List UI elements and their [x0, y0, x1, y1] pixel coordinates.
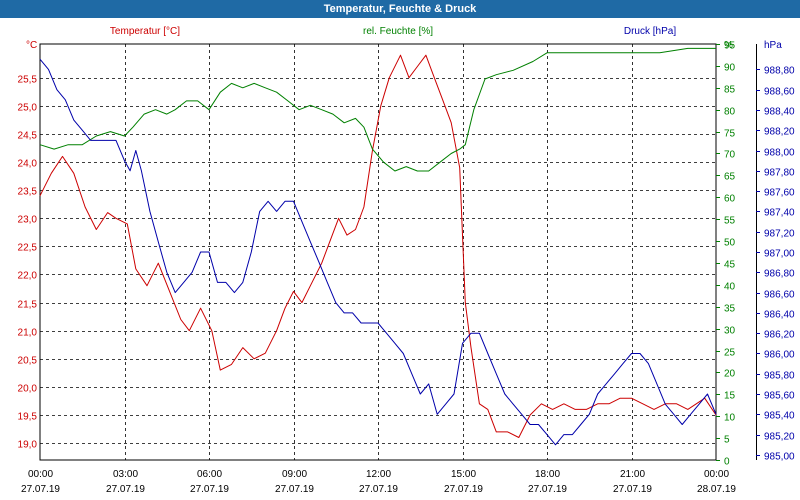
pressure-tick-label: 985,20	[764, 432, 795, 443]
pressure-tick-label: 988,40	[764, 107, 795, 118]
pressure-tick-label: 986,20	[764, 330, 795, 341]
hum-tick-label: 15	[724, 391, 736, 402]
x-tick-date: 27.07.19	[444, 484, 483, 495]
pressure-unit: hPa	[764, 40, 782, 51]
x-tick-date: 27.07.19	[106, 484, 145, 495]
hum-tick-label: 90	[724, 63, 736, 74]
hum-axis-title: rel. Feuchte [%]	[363, 26, 433, 37]
temp-tick-label: 19,5	[18, 412, 38, 423]
hum-tick-label: 65	[724, 172, 736, 183]
hum-tick-label: 85	[724, 85, 736, 96]
window-title: Temperatur, Feuchte & Druck	[0, 0, 800, 18]
pressure-tick-label: 987,60	[764, 188, 795, 199]
pressure-tick-label: 986,60	[764, 290, 795, 301]
x-tick-date: 28.07.19	[697, 484, 736, 495]
x-tick-date: 27.07.19	[359, 484, 398, 495]
pressure-axis-title: Druck [hPa]	[624, 26, 676, 37]
x-tick-date: 27.07.19	[190, 484, 229, 495]
x-tick-date: 27.07.19	[528, 484, 567, 495]
series-line-pressure	[39, 58, 717, 446]
pressure-tick-label: 986,00	[764, 350, 795, 361]
hum-tick-label: 45	[724, 260, 736, 271]
pressure-tick-label: 987,40	[764, 208, 795, 219]
x-tick-date: 27.07.19	[275, 484, 314, 495]
hum-tick-label: 25	[724, 348, 736, 359]
hum-tick-label: 50	[724, 238, 736, 249]
series-line-humidity	[39, 47, 716, 172]
pressure-tick-label: 988,60	[764, 87, 795, 98]
hum-tick-label: 0	[724, 457, 730, 468]
hum-tick-label: 30	[724, 326, 736, 337]
pressure-tick-label: 988,80	[764, 66, 795, 77]
pressure-tick-label: 988,20	[764, 127, 795, 138]
x-tick-time: 21:00	[620, 469, 645, 480]
x-tick-time: 00:00	[28, 469, 53, 480]
pressure-tick-label: 988,00	[764, 148, 795, 159]
temp-tick-label: 23,5	[18, 187, 38, 198]
hum-tick-label: 60	[724, 194, 736, 205]
hum-tick-label: 55	[724, 216, 736, 227]
temp-tick-label: 22,0	[18, 271, 38, 282]
hum-tick-label: 20	[724, 369, 736, 380]
temp-tick-label: 23,0	[18, 215, 38, 226]
pressure-tick-label: 987,80	[764, 168, 795, 179]
pressure-tick-label: 985,80	[764, 371, 795, 382]
hum-tick-label: 95	[724, 41, 736, 52]
hum-tick-label: 75	[724, 129, 736, 140]
temp-axis-title: Temperatur [°C]	[110, 26, 180, 37]
x-tick-time: 12:00	[366, 469, 391, 480]
hum-tick-label: 35	[724, 304, 736, 315]
temp-tick-label: 21,0	[18, 328, 38, 339]
pressure-tick-label: 987,00	[764, 249, 795, 260]
temp-tick-label: 19,0	[18, 440, 38, 451]
temp-unit: °C	[26, 40, 37, 51]
x-tick-time: 09:00	[282, 469, 307, 480]
x-tick-time: 03:00	[113, 469, 138, 480]
hum-tick-label: 40	[724, 282, 736, 293]
pressure-tick-label: 985,60	[764, 391, 795, 402]
x-tick-time: 00:00	[704, 469, 729, 480]
pressure-tick-label: 986,40	[764, 310, 795, 321]
pressure-tick-label: 985,40	[764, 411, 795, 422]
x-tick-date: 27.07.19	[613, 484, 652, 495]
temp-tick-label: 20,0	[18, 384, 38, 395]
temp-tick-label: 25,5	[18, 75, 38, 86]
x-tick-date: 27.07.19	[21, 484, 60, 495]
temp-tick-label: 20,5	[18, 356, 38, 367]
plot-frame	[39, 43, 717, 461]
pressure-tick-label: 986,80	[764, 269, 795, 280]
temp-tick-label: 24,5	[18, 131, 38, 142]
temp-tick-label: 25,0	[18, 103, 38, 114]
x-tick-time: 18:00	[535, 469, 560, 480]
hum-tick-label: 5	[724, 435, 730, 446]
hum-tick-label: 10	[724, 413, 736, 424]
x-tick-time: 15:00	[451, 469, 476, 480]
temp-tick-label: 22,5	[18, 243, 38, 254]
temp-tick-label: 21,5	[18, 300, 38, 311]
hum-tick-label: 70	[724, 150, 736, 161]
hum-unit: %	[724, 40, 733, 51]
hum-tick-label: 80	[724, 107, 736, 118]
temp-tick-label: 24,0	[18, 159, 38, 170]
pressure-tick-label: 987,20	[764, 229, 795, 240]
pressure-tick-label: 985,00	[764, 452, 795, 463]
series-line-temperature	[39, 54, 717, 438]
x-tick-time: 06:00	[197, 469, 222, 480]
